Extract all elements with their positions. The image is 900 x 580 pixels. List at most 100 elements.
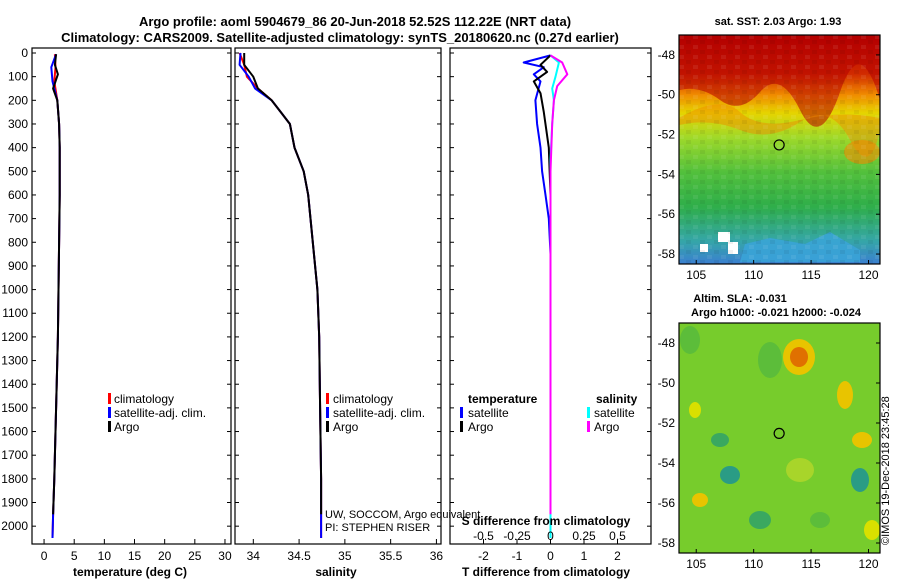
depth-tick-label: 1900 — [1, 496, 28, 510]
depth-tick-label: 1800 — [1, 472, 28, 486]
depth-tick-label: 1500 — [1, 401, 28, 415]
legend-swatch-argo — [108, 421, 111, 432]
map-x-tick-label: 110 — [744, 557, 763, 571]
x-tick-label: 34.5 — [287, 549, 311, 563]
legend-swatch-climatology — [108, 393, 111, 404]
sla-blob — [689, 402, 701, 418]
map-y-tick-label: -48 — [658, 336, 676, 350]
legend-label-climatology: climatology — [333, 392, 393, 406]
tick-marks: 0 5 10 15 20 25 30 34 34.5 35 35.5 36 -2 -1 0 1 2 — [32, 52, 651, 563]
sla-blob — [864, 520, 880, 540]
float-annotation-line-1: UW, SOCCOM, Argo equivalent — [325, 509, 480, 521]
profile-curves — [50, 52, 569, 539]
sla-blob — [749, 511, 771, 529]
x-tick-label: 1 — [581, 549, 588, 563]
sst-map-axes: 105 110 115 120 -48 -50 -52 -54 -56 -58 — [658, 48, 880, 282]
depth-tick-label: 1100 — [2, 306, 28, 320]
s-tick-label: -0.5 — [473, 529, 494, 543]
x-tick-label: 20 — [158, 549, 172, 563]
map-y-tick-label: -52 — [658, 128, 676, 142]
depth-tick-label: 1600 — [1, 425, 28, 439]
map-y-tick-label: -54 — [658, 456, 676, 470]
x-tick-label: -1 — [512, 549, 523, 563]
legend-swatch-satellite — [108, 407, 111, 418]
x-tick-label: 35.5 — [379, 549, 403, 563]
depth-tick-label: 1300 — [1, 354, 28, 368]
legend-label-satellite: satellite-adj. clim. — [333, 406, 425, 420]
sla-blob — [851, 468, 869, 492]
sla-blob — [790, 347, 808, 367]
sst-map-title: sat. SST: 2.03 Argo: 1.93 — [715, 16, 842, 28]
sla-blob — [711, 433, 729, 447]
depth-axis: 0 100 200 300 400 500 600 700 800 900 1000 1100 1200… — [1, 46, 28, 533]
temperature-panel — [31, 47, 232, 545]
depth-tick-label: 1200 — [1, 330, 28, 344]
salinity-legend: climatology satellite-adj. clim. Argo — [326, 392, 425, 434]
map-y-tick-label: -54 — [658, 167, 676, 181]
s-tick-label: 0 — [547, 529, 554, 543]
s-difference-label: S difference from climatology — [462, 514, 631, 528]
x-tick-label: 30 — [218, 549, 232, 563]
argo-location-marker — [773, 427, 785, 439]
depth-tick-label: 700 — [8, 212, 28, 226]
x-tick-label: -2 — [478, 549, 489, 563]
map-y-tick-label: -50 — [658, 88, 676, 102]
s-tick-label: -0.25 — [503, 529, 531, 543]
depth-tick-label: 0 — [21, 46, 28, 60]
x-tick-label: 25 — [188, 549, 202, 563]
legend-swatch-satellite — [326, 407, 329, 418]
s-tick-label: 0.5 — [609, 529, 626, 543]
sst-map — [678, 34, 881, 265]
series-line-s-argo — [549, 54, 569, 515]
legend-swatch-climatology — [326, 393, 329, 404]
series-line-climatology — [238, 52, 323, 538]
depth-tick-label: 800 — [8, 235, 28, 249]
map-y-tick-label: -58 — [658, 536, 676, 550]
map-x-tick-label: 120 — [858, 268, 878, 282]
title-line-1: Argo profile: aoml 5904679_86 20-Jun-201… — [139, 14, 571, 29]
legend-label-t-argo: Argo — [468, 420, 494, 434]
sla-blob — [810, 512, 830, 528]
map-x-tick-label: 105 — [686, 557, 706, 571]
legend-label-satellite: satellite-adj. clim. — [114, 406, 206, 420]
s-tick-label: 0.25 — [572, 529, 596, 543]
legend-label-climatology: climatology — [114, 392, 174, 406]
legend-swatch-t-satellite — [460, 407, 463, 418]
sla-map — [678, 322, 881, 554]
x-tick-label: 0 — [41, 549, 48, 563]
depth-tick-label: 200 — [8, 93, 28, 107]
difference-legend: temperature salinity satellite Argo sate… — [460, 392, 638, 434]
legend-swatch-t-argo — [460, 421, 463, 432]
map-x-tick-label: 115 — [802, 557, 821, 571]
x-tick-label: 0 — [547, 549, 554, 563]
x-tick-label: 15 — [128, 549, 142, 563]
x-tick-label: 5 — [71, 549, 78, 563]
sla-blob — [837, 381, 853, 409]
map-x-tick-label: 105 — [686, 268, 706, 282]
t-difference-axis-label: T difference from climatology — [462, 565, 630, 579]
temperature-legend: climatology satellite-adj. clim. Argo — [108, 392, 206, 434]
temperature-axis-label: temperature (deg C) — [73, 565, 187, 579]
legend-swatch-s-argo — [587, 421, 590, 432]
depth-tick-label: 1000 — [1, 283, 28, 297]
sla-blob — [720, 466, 740, 484]
legend-title-salinity: salinity — [596, 392, 638, 406]
s-difference-ticks: -0.5 -0.25 0 0.25 0.5 — [473, 529, 626, 543]
depth-tick-label: 300 — [8, 117, 28, 131]
sla-blob — [786, 458, 814, 482]
map-x-tick-label: 120 — [858, 557, 878, 571]
sla-map-axes: 105 110 115 120 -48 -50 -52 -54 -56 -58 — [658, 336, 880, 571]
sla-blob — [680, 326, 700, 354]
title-line-2: Climatology: CARS2009. Satellite-adjuste… — [61, 30, 619, 45]
x-tick-label: 36 — [430, 549, 444, 563]
depth-tick-label: 100 — [8, 70, 28, 84]
map-y-tick-label: -48 — [658, 48, 676, 62]
legend-title-temperature: temperature — [468, 392, 538, 406]
sla-blob — [758, 342, 782, 378]
map-y-tick-label: -58 — [658, 247, 676, 261]
map-x-tick-label: 110 — [744, 268, 763, 282]
depth-tick-label: 1400 — [1, 377, 28, 391]
sla-blob — [692, 493, 708, 507]
sla-blob — [852, 432, 872, 448]
